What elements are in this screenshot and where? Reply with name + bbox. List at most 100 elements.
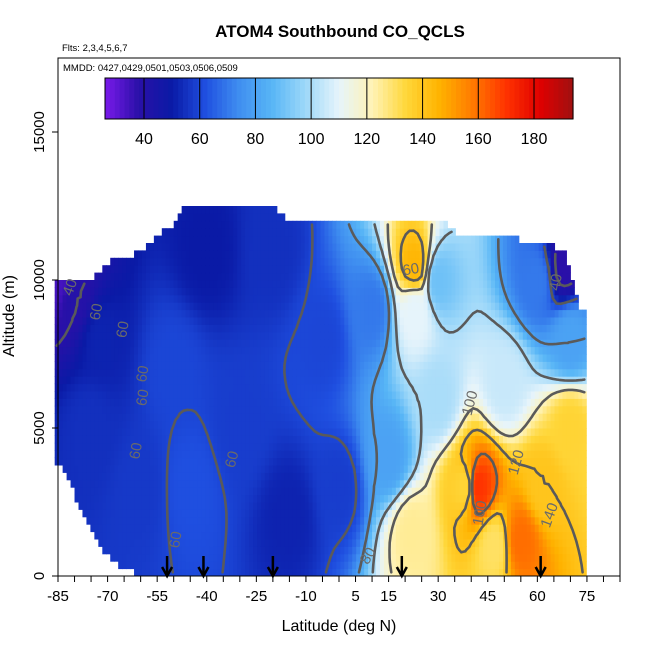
heatmap-cell <box>153 524 159 533</box>
heatmap-cell <box>395 309 401 318</box>
heatmap-cell <box>257 428 262 436</box>
heatmap-cell <box>110 502 115 510</box>
heatmap-cell <box>467 413 472 422</box>
heatmap-cell <box>260 502 266 510</box>
heatmap-cell <box>177 568 183 577</box>
heatmap-cell <box>376 472 381 481</box>
heatmap-cell <box>177 331 183 340</box>
heatmap-cell <box>86 309 91 318</box>
heatmap-cell <box>193 502 199 510</box>
heatmap-cell <box>249 309 254 318</box>
heatmap-cell <box>241 235 246 244</box>
heatmap-cell <box>455 346 460 355</box>
heatmap-cell <box>249 450 254 459</box>
heatmap-cell <box>268 428 274 436</box>
heatmap-cell <box>193 376 199 385</box>
heatmap-cell <box>391 265 397 274</box>
heatmap-cell <box>249 383 254 392</box>
heatmap-cell <box>189 391 195 399</box>
heatmap-cell <box>237 339 242 348</box>
heatmap-cell <box>145 317 151 325</box>
heatmap-cell <box>344 235 349 244</box>
heatmap-cell <box>114 405 119 414</box>
heatmap-cell <box>463 272 468 281</box>
heatmap-cell <box>229 339 234 348</box>
heatmap-cell <box>439 494 444 503</box>
heatmap-cell <box>328 294 333 303</box>
heatmap-cell <box>237 213 242 222</box>
heatmap-cell <box>54 405 60 414</box>
heatmap-cell <box>253 465 258 473</box>
heatmap-cell <box>249 213 254 222</box>
heatmap-cell <box>54 450 60 459</box>
heatmap-cell <box>213 561 218 570</box>
heatmap-cell <box>225 465 230 473</box>
heatmap-cell <box>264 405 270 414</box>
heatmap-cell <box>201 361 206 370</box>
heatmap-cell <box>138 546 143 555</box>
heatmap-cell <box>241 243 246 251</box>
heatmap-cell <box>391 376 397 385</box>
heatmap-cell <box>90 450 95 459</box>
heatmap-cell <box>173 420 179 429</box>
heatmap-cell <box>423 309 429 318</box>
heatmap-cell <box>435 420 440 429</box>
heatmap-cell <box>407 420 413 429</box>
heatmap-cell <box>387 324 393 333</box>
heatmap-cell <box>272 428 278 436</box>
heatmap-cell <box>280 398 286 407</box>
heatmap-cell <box>356 524 361 533</box>
heatmap-cell <box>260 516 266 525</box>
heatmap-cell <box>300 339 306 348</box>
heatmap-cell <box>296 539 302 547</box>
heatmap-cell <box>134 405 139 414</box>
heatmap-cell <box>209 346 214 355</box>
heatmap-cell <box>78 472 83 481</box>
heatmap-cell <box>288 361 294 370</box>
heatmap-cell <box>209 235 214 244</box>
heatmap-cell <box>280 494 286 503</box>
heatmap-cell <box>264 302 270 311</box>
heatmap-cell <box>185 368 191 377</box>
heatmap-cell <box>360 287 365 296</box>
heatmap-cell <box>118 509 123 518</box>
heatmap-cell <box>455 487 460 496</box>
heatmap-cell <box>288 428 294 436</box>
heatmap-cell <box>459 546 464 555</box>
heatmap-cell <box>86 420 91 429</box>
heatmap-cell <box>193 294 199 303</box>
heatmap-cell <box>66 346 72 355</box>
heatmap-cell <box>62 428 68 436</box>
heatmap-cell <box>447 309 452 318</box>
heatmap-cell <box>66 442 72 451</box>
heatmap-cell <box>229 553 234 562</box>
heatmap-cell <box>54 302 60 311</box>
heatmap-cell <box>344 561 349 570</box>
heatmap-cell <box>487 420 492 429</box>
heatmap-cell <box>443 257 448 266</box>
heatmap-cell <box>288 472 294 481</box>
heatmap-cell <box>364 235 369 244</box>
heatmap-cell <box>364 243 369 251</box>
heatmap-cell <box>221 354 226 362</box>
heatmap-cell <box>300 235 306 244</box>
heatmap-cell <box>423 502 429 510</box>
heatmap-cell <box>415 376 421 385</box>
heatmap-cell <box>463 516 468 525</box>
heatmap-cell <box>316 368 321 377</box>
heatmap-cell <box>229 294 234 303</box>
heatmap-cell <box>308 539 314 547</box>
heatmap-cell <box>403 457 409 466</box>
heatmap-cell <box>463 339 468 348</box>
heatmap-cell <box>328 472 333 481</box>
heatmap-cell <box>86 376 91 385</box>
heatmap-cell <box>233 243 238 251</box>
heatmap-cell <box>161 561 167 570</box>
heatmap-cell <box>296 420 302 429</box>
heatmap-cell <box>376 457 381 466</box>
heatmap-cell <box>110 553 115 562</box>
heatmap-cell <box>431 502 437 510</box>
heatmap-cell <box>205 265 210 274</box>
heatmap-cell <box>233 235 238 244</box>
heatmap-cell <box>245 420 250 429</box>
